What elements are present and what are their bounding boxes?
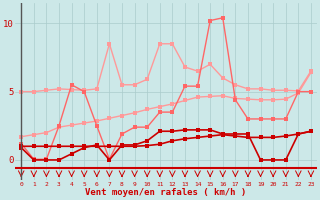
X-axis label: Vent moyen/en rafales ( km/h ): Vent moyen/en rafales ( km/h ) <box>85 188 247 197</box>
